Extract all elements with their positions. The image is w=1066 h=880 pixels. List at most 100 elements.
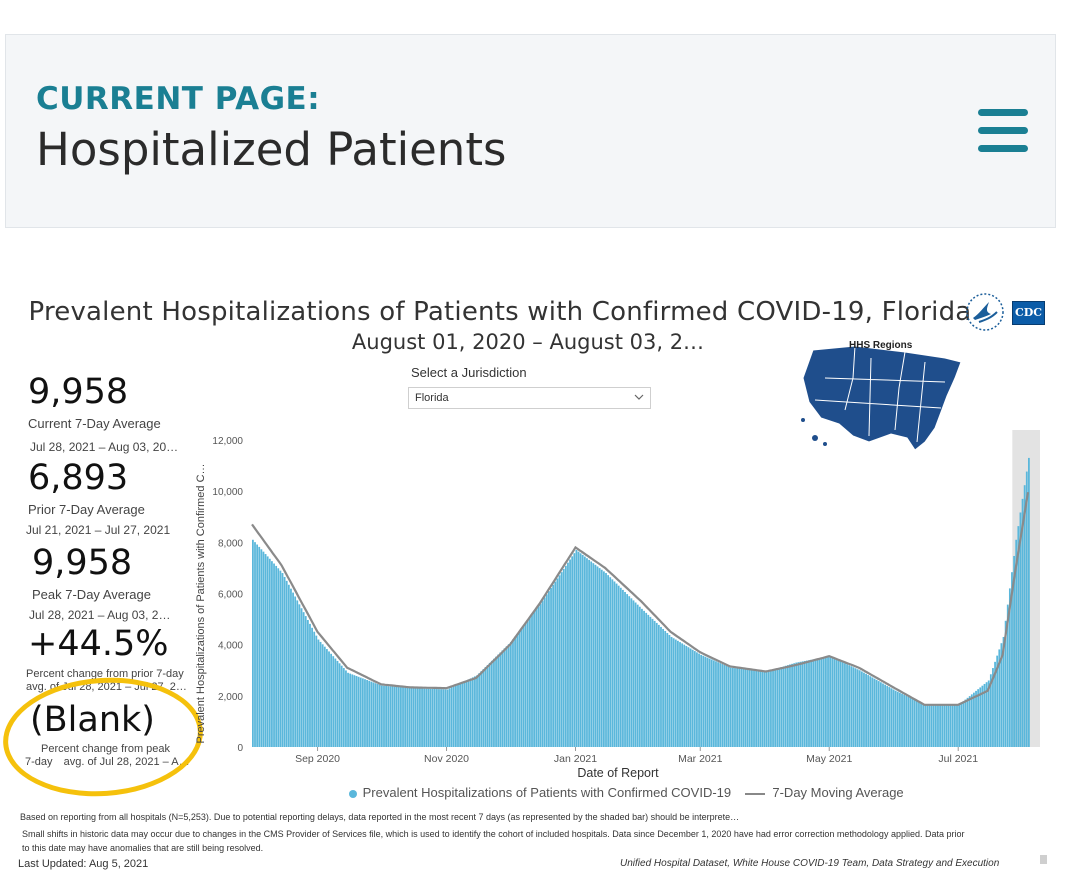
stat-peak-7day: 9,958 Peak 7-Day Average Jul 28, 2021 – … bbox=[29, 543, 171, 622]
cdc-logo: CDC bbox=[1012, 301, 1045, 325]
daily-bar bbox=[846, 664, 848, 747]
daily-bar bbox=[945, 704, 948, 747]
daily-bar bbox=[786, 665, 789, 747]
daily-bar bbox=[590, 561, 593, 747]
daily-bar bbox=[939, 704, 941, 747]
footnote-shifts-2: to this date may have anomalies that are… bbox=[22, 843, 264, 853]
daily-bar bbox=[985, 682, 988, 747]
daily-bar bbox=[996, 655, 999, 747]
daily-bar bbox=[892, 689, 895, 747]
daily-bar bbox=[364, 679, 366, 747]
daily-bar bbox=[852, 667, 855, 747]
daily-bar bbox=[539, 603, 542, 747]
daily-bar bbox=[797, 662, 800, 747]
daily-bar bbox=[383, 685, 385, 747]
stat-label: Current 7-Day Average bbox=[28, 416, 161, 431]
daily-bar bbox=[321, 644, 324, 747]
daily-bar bbox=[803, 660, 806, 747]
daily-bar bbox=[696, 652, 698, 747]
daily-bar bbox=[357, 676, 360, 747]
daily-bar bbox=[909, 697, 912, 747]
daily-bar bbox=[613, 581, 616, 747]
daily-bar bbox=[488, 662, 491, 747]
daily-bar bbox=[408, 687, 411, 747]
daily-bar bbox=[953, 704, 956, 747]
daily-bar bbox=[1021, 498, 1024, 747]
daily-bar bbox=[467, 679, 470, 747]
daily-bar bbox=[643, 610, 645, 747]
daily-bar bbox=[683, 644, 686, 747]
daily-bar bbox=[474, 676, 476, 747]
daily-bar bbox=[992, 668, 994, 747]
daily-bar bbox=[913, 699, 916, 747]
daily-bar bbox=[624, 592, 626, 747]
daily-bar bbox=[332, 656, 335, 747]
daily-bar bbox=[429, 688, 432, 747]
daily-bar bbox=[490, 660, 493, 747]
daily-bar bbox=[256, 544, 259, 747]
daily-bar bbox=[459, 683, 462, 747]
daily-bar bbox=[368, 680, 371, 747]
daily-bar bbox=[281, 573, 284, 747]
daily-bar bbox=[666, 632, 669, 747]
daily-bar bbox=[854, 668, 857, 747]
daily-bar bbox=[304, 616, 307, 747]
daily-bar bbox=[712, 660, 715, 747]
daily-bar bbox=[1028, 457, 1030, 747]
daily-bar bbox=[841, 662, 844, 747]
daily-bar bbox=[309, 623, 311, 747]
daily-bar bbox=[873, 678, 876, 747]
scrollbar-thumb[interactable] bbox=[1040, 855, 1047, 864]
daily-bar bbox=[531, 614, 533, 747]
daily-bar bbox=[1006, 604, 1009, 747]
daily-bar bbox=[634, 602, 637, 747]
daily-bar bbox=[687, 647, 690, 747]
daily-bar bbox=[947, 704, 950, 747]
hhs-map-title: HHS Regions bbox=[849, 340, 913, 351]
daily-bar bbox=[431, 688, 434, 747]
daily-bar bbox=[323, 646, 326, 747]
daily-bar bbox=[526, 620, 529, 747]
jurisdiction-label: Select a Jurisdiction bbox=[411, 365, 527, 380]
daily-bar bbox=[262, 551, 265, 747]
daily-bar bbox=[808, 660, 810, 747]
daily-bar bbox=[835, 659, 838, 747]
stat-label: Percent change from prior 7-day bbox=[26, 668, 184, 680]
hamburger-menu-icon[interactable] bbox=[978, 107, 1030, 155]
daily-bar bbox=[302, 612, 305, 747]
daily-bar bbox=[495, 656, 497, 747]
daily-bar bbox=[674, 639, 677, 747]
daily-bar bbox=[922, 703, 925, 747]
daily-bar bbox=[338, 663, 341, 747]
dashboard: Prevalent Hospitalizations of Patients w… bbox=[0, 290, 1066, 880]
daily-bar bbox=[395, 686, 398, 747]
daily-bar bbox=[704, 656, 707, 747]
daily-bar bbox=[905, 695, 908, 747]
daily-bar bbox=[879, 682, 882, 747]
daily-bar bbox=[340, 665, 343, 747]
daily-bar bbox=[651, 618, 654, 747]
daily-bar bbox=[998, 649, 1001, 747]
daily-bar bbox=[698, 653, 700, 747]
daily-bar bbox=[810, 659, 812, 747]
last-updated: Last Updated: Aug 5, 2021 bbox=[18, 858, 149, 870]
daily-bar bbox=[573, 553, 576, 747]
chevron-down-icon bbox=[634, 394, 644, 400]
daily-bar bbox=[801, 661, 804, 747]
daily-bar bbox=[970, 694, 973, 747]
daily-bar bbox=[700, 654, 703, 747]
daily-bar bbox=[607, 575, 610, 747]
daily-bar bbox=[681, 643, 684, 747]
daily-bar bbox=[465, 680, 468, 747]
daily-bar bbox=[723, 664, 726, 747]
daily-bar bbox=[772, 669, 774, 747]
jurisdiction-select[interactable]: Florida bbox=[408, 387, 651, 409]
daily-bar bbox=[421, 688, 423, 747]
daily-bar bbox=[268, 558, 271, 747]
daily-bar bbox=[903, 694, 906, 747]
stat-range: Jul 28, 2021 – Aug 03, 2… bbox=[29, 608, 171, 622]
daily-bar bbox=[273, 563, 275, 747]
daily-bar bbox=[516, 633, 519, 747]
hhs-regions-map-icon[interactable] bbox=[795, 338, 967, 456]
daily-bar bbox=[729, 667, 732, 747]
